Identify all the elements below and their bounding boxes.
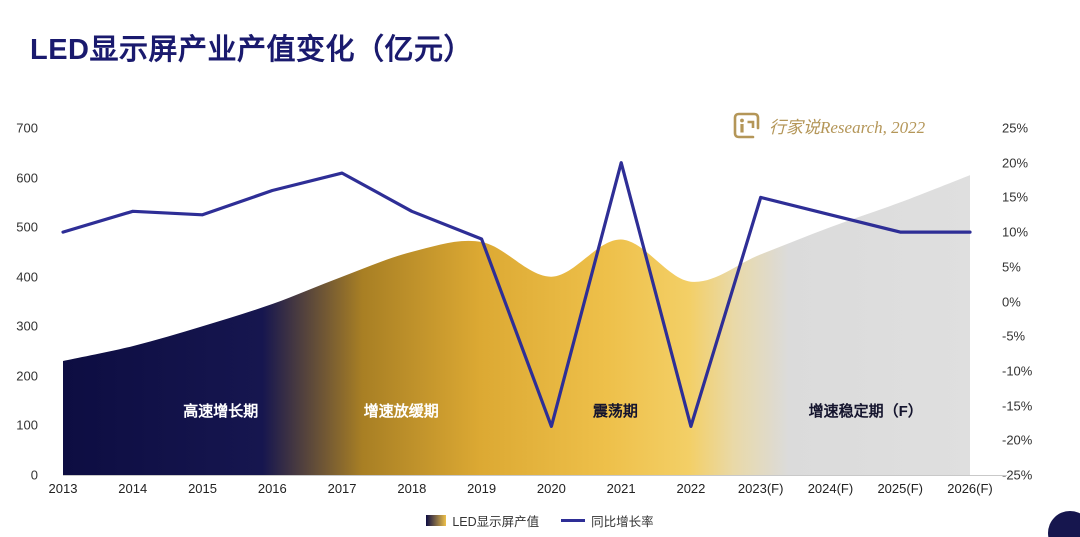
right-axis-tick-label: 0% xyxy=(1002,294,1021,309)
left-axis-tick-label: 600 xyxy=(16,170,38,186)
x-axis-label: 2023(F) xyxy=(737,481,784,496)
right-axis-tick-label: 10% xyxy=(1002,224,1029,240)
x-axis-label: 2026(F) xyxy=(947,481,993,496)
x-axis-label: 2024(F) xyxy=(807,481,854,496)
x-axis-label: 2014 xyxy=(118,481,148,496)
left-axis-tick-label: 500 xyxy=(16,219,38,235)
right-axis-tick-label: 15% xyxy=(1002,189,1029,205)
watermark-text: 行家说Research, 2022 xyxy=(769,118,926,137)
x-axis-label: 2016 xyxy=(257,481,287,496)
page-title: LED显示屏产业产值变化（亿元） xyxy=(30,34,474,66)
left-axis-tick-label: 0 xyxy=(30,467,38,483)
left-axis-tick-label: 100 xyxy=(16,417,38,433)
x-axis-label: 2018 xyxy=(397,481,427,496)
legend-line-swatch xyxy=(561,519,586,522)
legend-gradient-swatch xyxy=(426,515,447,526)
right-axis-tick-label: -15% xyxy=(1002,398,1033,414)
right-axis: 25% 20% 15% 10% 5% 0% -5% -10% -15% -20% -25% xyxy=(1002,121,1062,483)
chart-plot xyxy=(61,161,972,475)
area-series-led-output xyxy=(63,175,970,475)
right-axis-tick-label: 20% xyxy=(1002,155,1029,171)
hangjiashuo-logo-icon xyxy=(733,112,760,139)
x-axis-label: 2015 xyxy=(188,481,217,496)
right-axis-tick-label: 25% xyxy=(1002,120,1029,136)
x-axis-label: 2021 xyxy=(606,481,636,496)
legend-label-output-value: LED显示屏产值 xyxy=(452,515,540,529)
left-axis-tick-label: 200 xyxy=(16,368,38,384)
legend-item-output-value: LED显示屏产值 xyxy=(426,511,539,530)
chart-legend: LED显示屏产值 同比增长率 xyxy=(0,511,1080,530)
x-axis-label: 2013 xyxy=(48,481,78,496)
left-axis: 700 600 500 400 300 200 100 0 xyxy=(0,121,38,483)
legend-label-growth-rate: 同比增长率 xyxy=(591,515,654,529)
watermark: 行家说Research, 2022 xyxy=(733,112,925,139)
line-series-growth-rate xyxy=(61,161,972,428)
left-axis-tick-label: 400 xyxy=(16,269,38,285)
x-axis: 2013 2014 2015 2016 2017 2018 2019 2020 2021 2022… xyxy=(49,481,993,501)
legend-item-growth-rate: 同比增长率 xyxy=(561,511,654,530)
x-axis-label: 2017 xyxy=(327,481,357,496)
right-axis-tick-label: -10% xyxy=(1002,363,1033,379)
right-axis-tick-label: -5% xyxy=(1002,328,1026,344)
x-axis-line xyxy=(63,475,1007,476)
x-axis-label: 2020 xyxy=(536,481,566,496)
x-axis-label: 2019 xyxy=(467,481,497,496)
right-axis-tick-label: 5% xyxy=(1002,259,1021,275)
x-axis-label: 2022 xyxy=(676,481,706,496)
right-axis-tick-label: -20% xyxy=(1002,432,1033,448)
left-axis-tick-label: 300 xyxy=(16,318,38,334)
right-axis-tick-label: -25% xyxy=(1002,467,1033,483)
left-axis-tick-label: 700 xyxy=(16,120,38,136)
x-axis-label: 2025(F) xyxy=(877,481,923,496)
